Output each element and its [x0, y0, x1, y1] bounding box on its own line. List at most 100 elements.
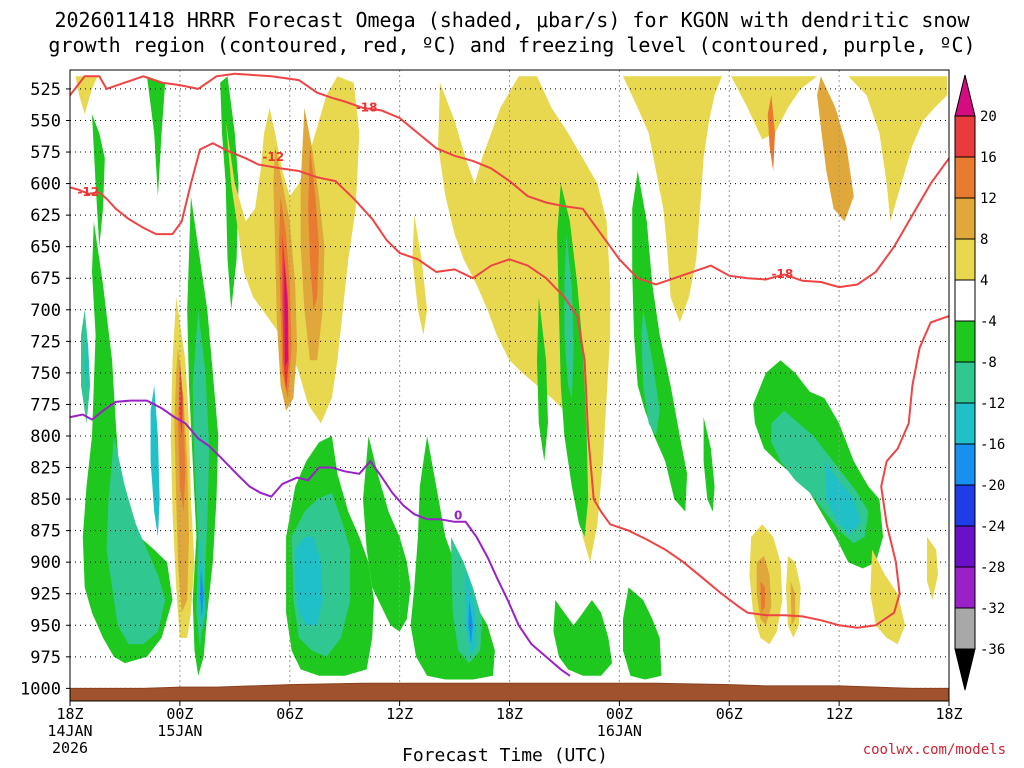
y-tick-label-725: 725 [30, 332, 61, 352]
colorbar: 20 16 12 8 4 -4 -8 -12 -16 -20 -24 -28 -32 -36 [954, 74, 1005, 691]
colorbar-swatch-3 [954, 197, 976, 240]
x-tick-label-30: 00Z [606, 705, 633, 723]
omega-region-27 [363, 436, 411, 632]
omega-region-36 [537, 297, 548, 462]
colorbar-top-arrow [954, 74, 976, 117]
y-tick-label-775: 775 [30, 395, 61, 415]
y-tick-label-650: 650 [30, 238, 61, 258]
y-tick-label-600: 600 [30, 175, 61, 195]
omega-region-2 [92, 114, 105, 247]
site-credit: coolwx.com/models [862, 742, 1006, 758]
colorbar-swatch-9 [954, 443, 976, 486]
x-tick-label-6: 00Z [166, 705, 193, 723]
colorbar-label-4: 4 [980, 273, 988, 289]
omega-region-54 [927, 536, 938, 600]
colorbar-swatch-10 [954, 484, 976, 527]
x-tick-label-48: 18Z [935, 705, 962, 723]
colorbar-label-1: 16 [980, 150, 997, 166]
omega-region-41 [623, 76, 722, 323]
chart-title-line-2: growth region (contoured, red, ºC) and f… [48, 33, 976, 57]
x-date-label-30: 16JAN [597, 722, 642, 740]
omega-region-33 [438, 76, 611, 563]
colorbar-label-0: 20 [980, 109, 997, 125]
colorbar-label-5: -4 [980, 314, 997, 330]
omega-region-37 [553, 600, 613, 676]
colorbar-label-11: -28 [980, 560, 1005, 576]
y-tick-label-825: 825 [30, 459, 61, 479]
y-tick-label-525: 525 [30, 80, 61, 100]
colorbar-label-3: 8 [980, 232, 988, 248]
omega-region-21 [284, 259, 288, 367]
colorbar-swatch-6 [954, 320, 976, 363]
omega-region-26 [295, 536, 323, 626]
y-tick-label-925: 925 [30, 585, 61, 605]
dgz-label-3: -18 [772, 267, 794, 281]
x-tick-label-24: 18Z [496, 705, 523, 723]
colorbar-label-9: -20 [980, 478, 1005, 494]
terrain-band [70, 682, 949, 701]
omega-region-55 [870, 549, 906, 645]
dgz-label-2: -12 [262, 150, 284, 164]
omega-region-53 [790, 581, 796, 626]
freezing-level-contour [70, 399, 571, 677]
terrain [70, 682, 949, 701]
colorbar-swatch-1 [954, 115, 976, 158]
y-tick-label-975: 975 [30, 648, 61, 668]
omega-region-13 [192, 309, 210, 651]
omega-region-31 [468, 600, 473, 645]
colorbar-label-12: -32 [980, 601, 1005, 617]
dgz-label-1: -12 [77, 185, 99, 199]
x-tick-label-18: 12Z [386, 705, 413, 723]
dgz-contour-1 [70, 142, 949, 629]
omega-region-39 [632, 171, 688, 512]
colorbar-label-7: -12 [980, 396, 1005, 412]
y-tick-label-850: 850 [30, 490, 61, 510]
grid-lines [70, 70, 949, 701]
omega-region-16 [220, 76, 239, 310]
x-tick-label-0: 18Z [56, 705, 83, 723]
omega-region-15 [200, 568, 204, 619]
omega-region-48 [824, 461, 862, 535]
colorbar-swatch-4 [954, 238, 976, 281]
x-tick-label-12: 06Z [276, 705, 303, 723]
colorbar-swatch-12 [954, 566, 976, 609]
y-tick-label-950: 950 [30, 616, 61, 636]
omega-region-1 [82, 221, 173, 664]
colorbar-swatch-5 [954, 279, 976, 322]
y-tick-label-1000: 1000 [20, 679, 61, 699]
colorbar-bottom-arrow [954, 648, 976, 691]
omega-region-4 [106, 436, 166, 645]
omega-region-51 [760, 581, 765, 613]
y-tick-label-575: 575 [30, 143, 61, 163]
y-tick-label-800: 800 [30, 427, 61, 447]
omega-region-42 [703, 417, 715, 512]
omega-region-44 [817, 76, 854, 222]
y-tick-label-675: 675 [30, 269, 61, 289]
omega-region-32 [412, 215, 428, 335]
colorbar-swatch-11 [954, 525, 976, 568]
y-tick-label-750: 750 [30, 364, 61, 384]
y-tick-label-875: 875 [30, 522, 61, 542]
y-tick-label-700: 700 [30, 301, 61, 321]
dgz-label-0: -18 [356, 101, 378, 115]
omega-region-7 [84, 335, 89, 392]
omega-region-11 [179, 360, 183, 436]
x-tick-label-42: 12Z [826, 705, 853, 723]
colorbar-swatch-8 [954, 402, 976, 445]
colorbar-label-10: -24 [980, 519, 1005, 535]
omega-region-23 [308, 145, 319, 310]
colorbar-label-2: 12 [980, 191, 997, 207]
dgz-contour-0 [70, 72, 949, 289]
omega-region-38 [623, 587, 662, 680]
colorbar-label-6: -8 [980, 355, 997, 371]
omega-region-17 [225, 76, 360, 424]
omega-region-35 [564, 234, 574, 399]
contour-lines: -18 -12 -12 -18 0 [70, 72, 949, 677]
x-year-label-0: 2026 [52, 739, 88, 757]
omega-region-43 [731, 76, 948, 222]
y-tick-label-550: 550 [30, 111, 61, 131]
colorbar-swatch-2 [954, 156, 976, 199]
omega-region-45 [767, 95, 775, 171]
